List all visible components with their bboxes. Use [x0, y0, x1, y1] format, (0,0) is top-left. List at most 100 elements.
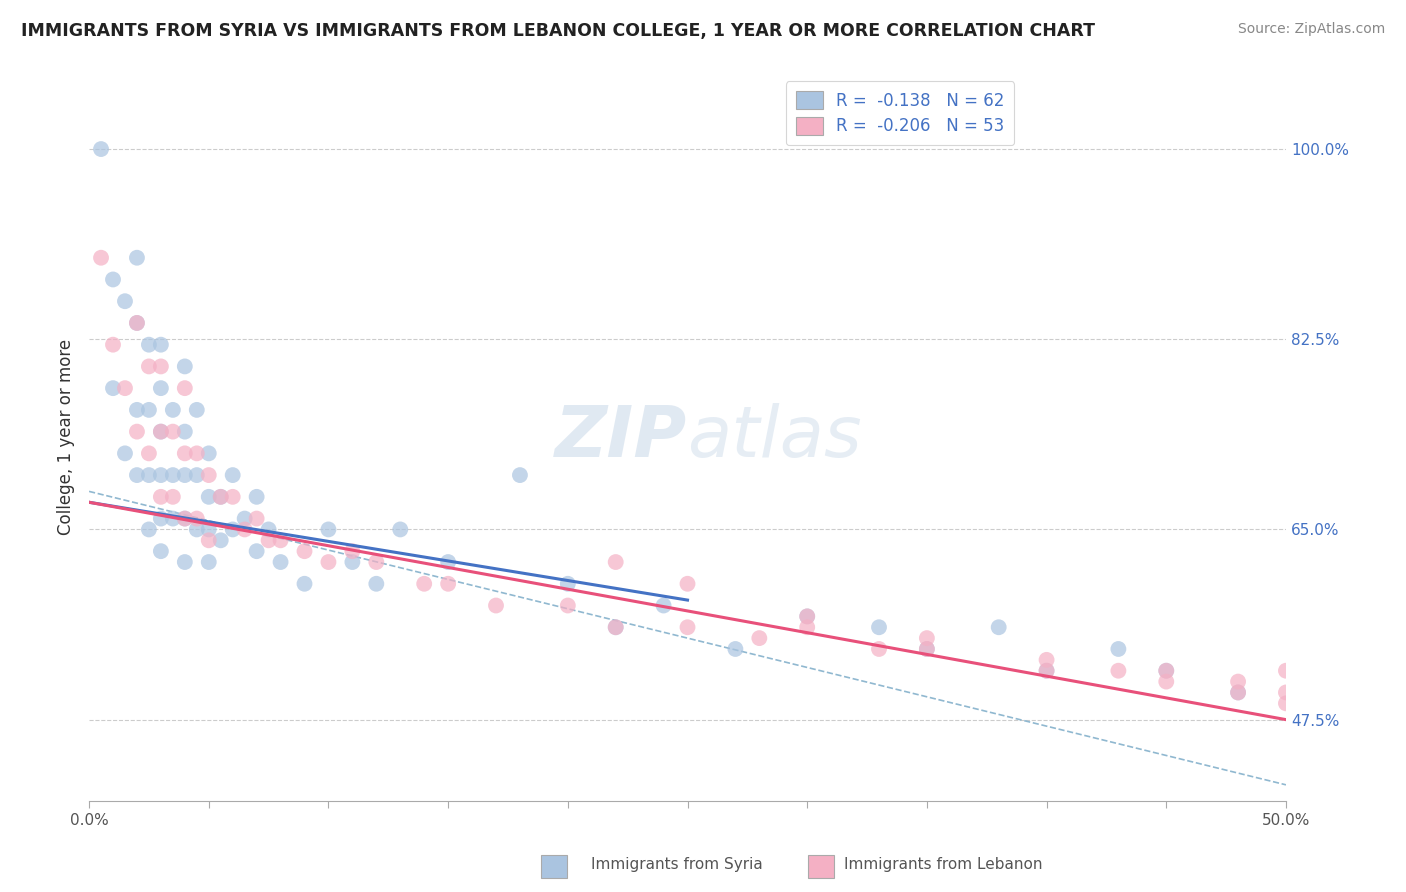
Point [162, 511, 184, 525]
Point [1154, 664, 1177, 678]
Point [222, 523, 245, 537]
Point [138, 359, 160, 374]
Point [246, 544, 269, 558]
Point [676, 620, 699, 634]
Point [197, 490, 219, 504]
Point [1035, 664, 1057, 678]
Point [173, 468, 195, 483]
Point [246, 490, 269, 504]
Point [138, 446, 160, 460]
Point [149, 425, 172, 439]
Point [1227, 674, 1250, 689]
Point [748, 631, 770, 645]
Point [114, 381, 136, 395]
Point [1227, 685, 1250, 699]
Point [1107, 664, 1129, 678]
Point [197, 468, 219, 483]
Point [149, 490, 172, 504]
Point [676, 576, 699, 591]
Point [485, 599, 508, 613]
Point [915, 642, 938, 657]
Point [125, 403, 148, 417]
Point [1275, 685, 1298, 699]
Point [162, 468, 184, 483]
Point [173, 446, 195, 460]
Point [294, 576, 316, 591]
Point [868, 620, 890, 634]
Point [318, 523, 340, 537]
Point [162, 403, 184, 417]
Point [114, 294, 136, 309]
Point [222, 490, 245, 504]
Point [101, 272, 124, 286]
Point [138, 523, 160, 537]
Point [557, 576, 579, 591]
Point [209, 490, 232, 504]
Point [162, 425, 184, 439]
Point [1154, 674, 1177, 689]
Point [605, 620, 627, 634]
Text: Immigrants from Lebanon: Immigrants from Lebanon [844, 857, 1042, 872]
Point [173, 359, 195, 374]
Point [197, 533, 219, 548]
Point [125, 425, 148, 439]
Point [318, 555, 340, 569]
Point [173, 381, 195, 395]
Point [173, 555, 195, 569]
Point [222, 468, 245, 483]
Point [1275, 696, 1298, 710]
Point [114, 446, 136, 460]
Point [149, 359, 172, 374]
Point [915, 642, 938, 657]
Point [138, 403, 160, 417]
Text: atlas: atlas [688, 402, 862, 472]
Point [186, 523, 208, 537]
Point [366, 576, 388, 591]
Point [233, 511, 256, 525]
Point [149, 425, 172, 439]
Point [437, 555, 460, 569]
Point [90, 142, 112, 156]
Text: IMMIGRANTS FROM SYRIA VS IMMIGRANTS FROM LEBANON COLLEGE, 1 YEAR OR MORE CORRELA: IMMIGRANTS FROM SYRIA VS IMMIGRANTS FROM… [21, 22, 1095, 40]
Point [796, 609, 818, 624]
Point [233, 523, 256, 537]
Point [342, 544, 364, 558]
Point [138, 468, 160, 483]
Point [186, 446, 208, 460]
Point [138, 337, 160, 351]
Point [366, 555, 388, 569]
Point [197, 446, 219, 460]
Point [125, 468, 148, 483]
Point [186, 468, 208, 483]
Point [1035, 653, 1057, 667]
Point [987, 620, 1010, 634]
Point [294, 544, 316, 558]
Point [186, 403, 208, 417]
Point [101, 337, 124, 351]
Point [342, 555, 364, 569]
Point [197, 555, 219, 569]
Point [125, 316, 148, 330]
Point [149, 511, 172, 525]
Legend: R =  -0.138   N = 62, R =  -0.206   N = 53: R = -0.138 N = 62, R = -0.206 N = 53 [786, 81, 1014, 145]
Point [557, 599, 579, 613]
Point [1275, 664, 1298, 678]
Point [389, 523, 412, 537]
Point [868, 642, 890, 657]
Point [209, 533, 232, 548]
Point [149, 337, 172, 351]
Point [1227, 685, 1250, 699]
Text: ZIP: ZIP [555, 402, 688, 472]
Point [162, 490, 184, 504]
Point [90, 251, 112, 265]
Point [149, 381, 172, 395]
Point [173, 511, 195, 525]
Point [246, 511, 269, 525]
Point [270, 533, 292, 548]
Point [1035, 664, 1057, 678]
Point [186, 511, 208, 525]
Point [796, 609, 818, 624]
Point [257, 523, 280, 537]
Point [413, 576, 436, 591]
Y-axis label: College, 1 year or more: College, 1 year or more [58, 339, 75, 535]
